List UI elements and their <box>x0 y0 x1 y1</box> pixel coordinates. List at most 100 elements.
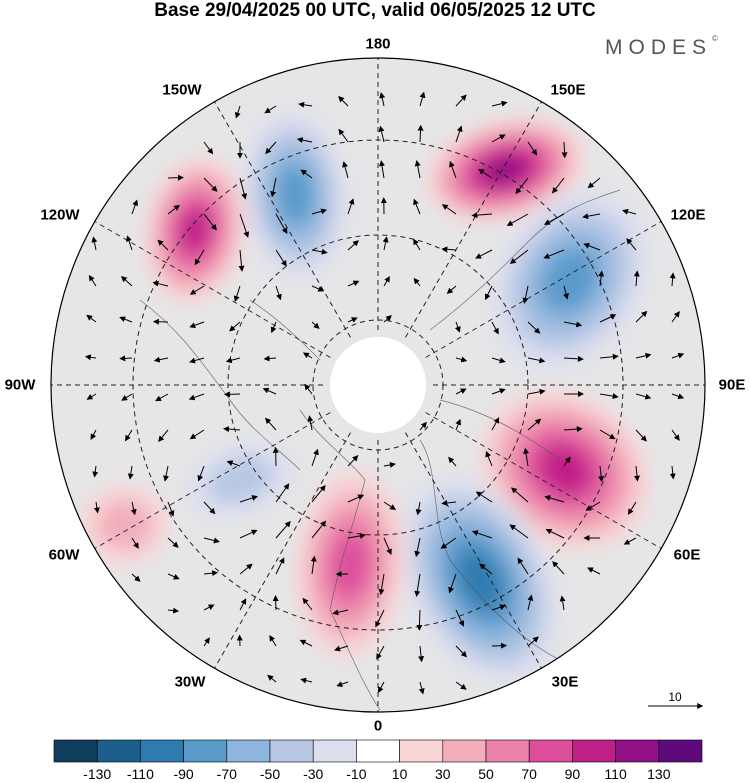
wind-vector-arrow <box>347 532 366 539</box>
wind-vector-arrow <box>167 501 175 517</box>
wind-vector-arrow <box>347 198 355 215</box>
wind-vector-arrow <box>229 321 241 332</box>
wind-vector-arrow <box>300 169 313 179</box>
wind-vector-arrow <box>506 213 529 226</box>
wind-vector-arrow <box>91 236 98 251</box>
anomaly-contour-pos-70e-siberia <box>540 447 590 493</box>
wind-vector-arrow <box>441 499 457 506</box>
wind-vector-arrow <box>126 235 133 251</box>
wind-vector-arrow <box>635 310 648 323</box>
anomaly-contour-pos-10w-atlantic <box>330 532 370 598</box>
colorbar-tick-label: 50 <box>478 766 494 782</box>
wind-vector-arrow <box>441 246 457 253</box>
wind-vector-arrow <box>448 573 457 594</box>
wind-vector-arrow <box>622 208 637 215</box>
wind-vector-arrow <box>203 604 215 611</box>
lon-label-150e: 150E <box>550 81 586 99</box>
wind-vector-arrow <box>527 321 541 334</box>
wind-vector-arrow <box>203 213 217 231</box>
wind-vector-arrow <box>455 681 467 690</box>
wind-vector-arrow <box>332 609 349 616</box>
wind-vector-arrow <box>585 501 601 511</box>
wind-vector-arrow <box>598 270 605 287</box>
wind-vector-arrow <box>300 677 313 684</box>
wind-vector-arrow <box>471 212 493 219</box>
wind-vector-arrow <box>563 355 584 362</box>
wind-vector-arrow <box>275 521 291 539</box>
wind-vector-arrow <box>336 681 349 687</box>
wind-vector-arrow <box>311 208 328 215</box>
wind-vector-arrow <box>413 238 421 251</box>
meridian-line <box>405 101 542 338</box>
anomaly-field <box>80 110 651 684</box>
wind-vector-arrow <box>239 598 247 611</box>
wind-vector-arrow <box>598 465 605 483</box>
wind-vector-arrow <box>413 277 421 287</box>
wind-vector-arrow <box>263 355 277 362</box>
wind-vector-arrow <box>155 393 169 402</box>
wind-vector-arrow <box>527 357 546 364</box>
wind-vector-arrow <box>302 597 313 611</box>
lon-label-180: 180 <box>365 35 391 53</box>
wind-vector-arrow <box>239 563 253 575</box>
wind-vector-arrow <box>338 128 349 143</box>
wind-vector-arrow <box>485 450 493 467</box>
meridian-line <box>94 412 331 549</box>
wind-vector-arrow <box>233 285 241 302</box>
wind-vector-arrow <box>234 105 241 119</box>
colorbar-tick-label: -30 <box>303 766 324 782</box>
wind-vector-arrow <box>471 530 493 539</box>
wind-vector-arrow <box>418 645 425 663</box>
wind-vector-arrow <box>189 321 205 329</box>
wind-vector-arrow <box>635 429 647 442</box>
wind-vector-arrow <box>163 465 169 482</box>
wind-vector-arrow <box>239 529 258 539</box>
wind-vector-arrow <box>599 429 616 440</box>
colorbar-tick-label: 130 <box>647 766 671 782</box>
wind-vector-arrow <box>238 249 245 272</box>
wind-vector-arrow <box>378 125 385 143</box>
wind-vector-arrow <box>296 137 313 144</box>
wind-vector-arrow <box>491 134 506 143</box>
map-border <box>50 57 706 713</box>
wind-vector-arrow <box>491 321 499 335</box>
wind-vector-arrow <box>379 160 385 179</box>
wind-vector-arrow <box>599 393 619 400</box>
wind-vector-arrow <box>523 447 530 467</box>
wind-vector-arrow <box>124 429 133 442</box>
wind-vector-arrow <box>383 537 392 556</box>
pole-mask <box>330 337 426 433</box>
wind-vector-arrow <box>587 177 601 189</box>
wind-vector-arrow <box>299 639 313 647</box>
wind-vector-arrow <box>455 645 468 658</box>
wind-vector-arrow <box>527 594 534 611</box>
wind-vector-arrow <box>563 285 569 300</box>
wind-vector-arrow <box>347 317 358 323</box>
colorbar-tick-label: 90 <box>564 766 581 782</box>
anomaly-contour-pos-130w-pacific <box>180 208 210 252</box>
wind-vector-arrow <box>485 285 493 301</box>
wind-vector-arrow <box>131 199 138 215</box>
lon-label-90e: 90E <box>718 376 746 394</box>
wind-vector-arrow <box>669 272 676 287</box>
wind-vector-arrow <box>267 674 277 683</box>
wind-vector-arrow <box>417 124 424 143</box>
wind-vector-arrow <box>671 311 680 323</box>
anomaly-contour-neg-60w-atlantic <box>207 456 273 504</box>
colorbar-tick-label: 110 <box>604 766 627 782</box>
anomaly-contour-pos-60w-atlantic <box>97 500 153 550</box>
wind-vector-arrow <box>189 285 205 295</box>
wind-vector-arrow <box>158 429 169 443</box>
wind-vector-arrow <box>226 460 241 467</box>
wind-vector-arrow <box>633 465 640 482</box>
wind-vector-arrow <box>304 383 313 395</box>
colorbar-tick-label: 30 <box>435 766 451 782</box>
wind-vector-arrow <box>342 161 349 179</box>
colorbar-tick-label: 70 <box>521 766 537 782</box>
wind-vector-arrow <box>419 421 427 431</box>
wind-vector-arrow <box>275 557 285 575</box>
wind-vector-arrow <box>265 141 277 155</box>
wind-vector-arrow <box>563 321 583 328</box>
wind-vector-arrow <box>446 285 457 294</box>
wind-vector-arrow <box>298 101 313 108</box>
